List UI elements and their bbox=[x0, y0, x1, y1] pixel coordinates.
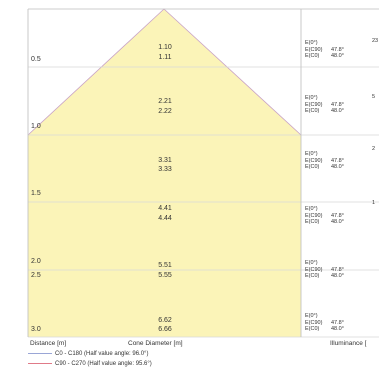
illuminance-block: E(0°) E(C90) E(C0) 47.8° 48.0° bbox=[305, 313, 344, 333]
legend-label: C0 - C180 (Half value angle: 96.0°) bbox=[55, 351, 149, 357]
illuminance-value: 1 bbox=[372, 200, 376, 206]
illuminance-label: E(C90) bbox=[305, 46, 323, 53]
legend-item-c0: C0 - C180 (Half value angle: 96.0°) bbox=[28, 351, 148, 357]
illuminance-block: E(0°) E(C90) E(C0) 47.8° 48.0° bbox=[305, 206, 344, 226]
diagram-frame bbox=[27, 8, 379, 337]
cone-diameter-c0: 4.41 bbox=[158, 205, 172, 212]
half-angle-value: 48.0° bbox=[331, 53, 344, 59]
illuminance-label: E(C0) bbox=[305, 273, 320, 279]
illuminance-block: E(0°) E(C90) E(C0) 47.8° 48.0° bbox=[305, 260, 344, 280]
half-angle-value: 47.8° bbox=[331, 319, 344, 326]
illuminance-label: E(0°) bbox=[305, 95, 318, 101]
cone-diameter-c90: 2.22 bbox=[158, 108, 172, 115]
legend-swatch-c90 bbox=[28, 362, 52, 364]
illuminance-label: E(0°) bbox=[305, 313, 318, 319]
cone-diameter-c0: 5.51 bbox=[158, 262, 172, 269]
cone-diameter-c90: 5.55 bbox=[158, 272, 172, 279]
distance-label: 1.5 bbox=[31, 190, 41, 197]
illuminance-label: E(C90) bbox=[305, 101, 323, 108]
half-angle-value: 47.8° bbox=[331, 101, 344, 108]
illuminance-value: 2 bbox=[372, 146, 376, 152]
cone-diameter-c0: 3.31 bbox=[158, 157, 172, 164]
illuminance-label: E(0°) bbox=[305, 206, 318, 212]
illuminance-label: E(C90) bbox=[305, 212, 323, 219]
cone-diameter-c0: 2.21 bbox=[158, 98, 172, 105]
distance-label: 1.0 bbox=[31, 123, 41, 130]
illuminance-label: E(C90) bbox=[305, 319, 323, 326]
illuminance-label: E(0°) bbox=[305, 40, 318, 46]
legend-item-c90: C90 - C270 (Half value angle: 95.6°) bbox=[28, 361, 152, 367]
illuminance-label: E(C0) bbox=[305, 326, 320, 332]
distance-label: 3.0 bbox=[31, 326, 41, 333]
illuminance-label: E(C0) bbox=[305, 53, 320, 59]
cone-diameter-caption: Cone Diameter [m] bbox=[128, 340, 183, 347]
cone-diameter-c90: 6.66 bbox=[158, 326, 172, 333]
distance-label: 2.0 bbox=[31, 258, 41, 265]
illuminance-label: E(C0) bbox=[305, 219, 320, 225]
light-cone-fill bbox=[28, 9, 301, 337]
half-angle-value: 48.0° bbox=[331, 273, 344, 279]
illuminance-label: E(C90) bbox=[305, 157, 323, 164]
cone-diameter-c90: 1.11 bbox=[158, 54, 172, 61]
illuminance-block: E(0°) E(C90) E(C0) 47.8° 48.0° bbox=[305, 95, 344, 115]
row-grid-lines bbox=[28, 66, 379, 338]
half-angle-value: 47.8° bbox=[331, 46, 344, 53]
illuminance-value: 5 bbox=[372, 94, 376, 100]
cone-diameter-c0: 1.10 bbox=[158, 44, 172, 51]
illuminance-label: E(C0) bbox=[305, 108, 320, 114]
illuminance-label: E(0°) bbox=[305, 260, 318, 266]
half-angle-value: 48.0° bbox=[331, 219, 344, 225]
distance-label: 2.5 bbox=[31, 272, 41, 279]
illuminance-value: 23 bbox=[372, 38, 379, 44]
half-angle-value: 47.8° bbox=[331, 212, 344, 219]
distance-label: 0.5 bbox=[31, 56, 41, 63]
legend-swatch-c0 bbox=[28, 352, 52, 354]
illuminance-block: E(0°) E(C90) E(C0) 47.8° 48.0° bbox=[305, 151, 344, 171]
half-angle-value: 48.0° bbox=[331, 164, 344, 170]
illuminance-caption: Illuminance [ bbox=[330, 340, 367, 347]
cone-diameter-c0: 6.62 bbox=[158, 317, 172, 324]
legend-label: C90 - C270 (Half value angle: 95.6°) bbox=[55, 361, 152, 367]
half-angle-value: 47.8° bbox=[331, 266, 344, 273]
illuminance-label: E(0°) bbox=[305, 151, 318, 157]
half-angle-value: 48.0° bbox=[331, 108, 344, 114]
illuminance-block: E(0°) E(C90) E(C0) 47.8° 48.0° bbox=[305, 40, 344, 60]
half-angle-value: 47.8° bbox=[331, 157, 344, 164]
cone-diameter-c90: 3.33 bbox=[158, 166, 172, 173]
half-angle-value: 48.0° bbox=[331, 326, 344, 332]
distance-caption: Distance [m] bbox=[30, 340, 67, 347]
illuminance-label: E(C90) bbox=[305, 266, 323, 273]
illuminance-label: E(C0) bbox=[305, 164, 320, 170]
cone-diameter-c90: 4.44 bbox=[158, 215, 172, 222]
